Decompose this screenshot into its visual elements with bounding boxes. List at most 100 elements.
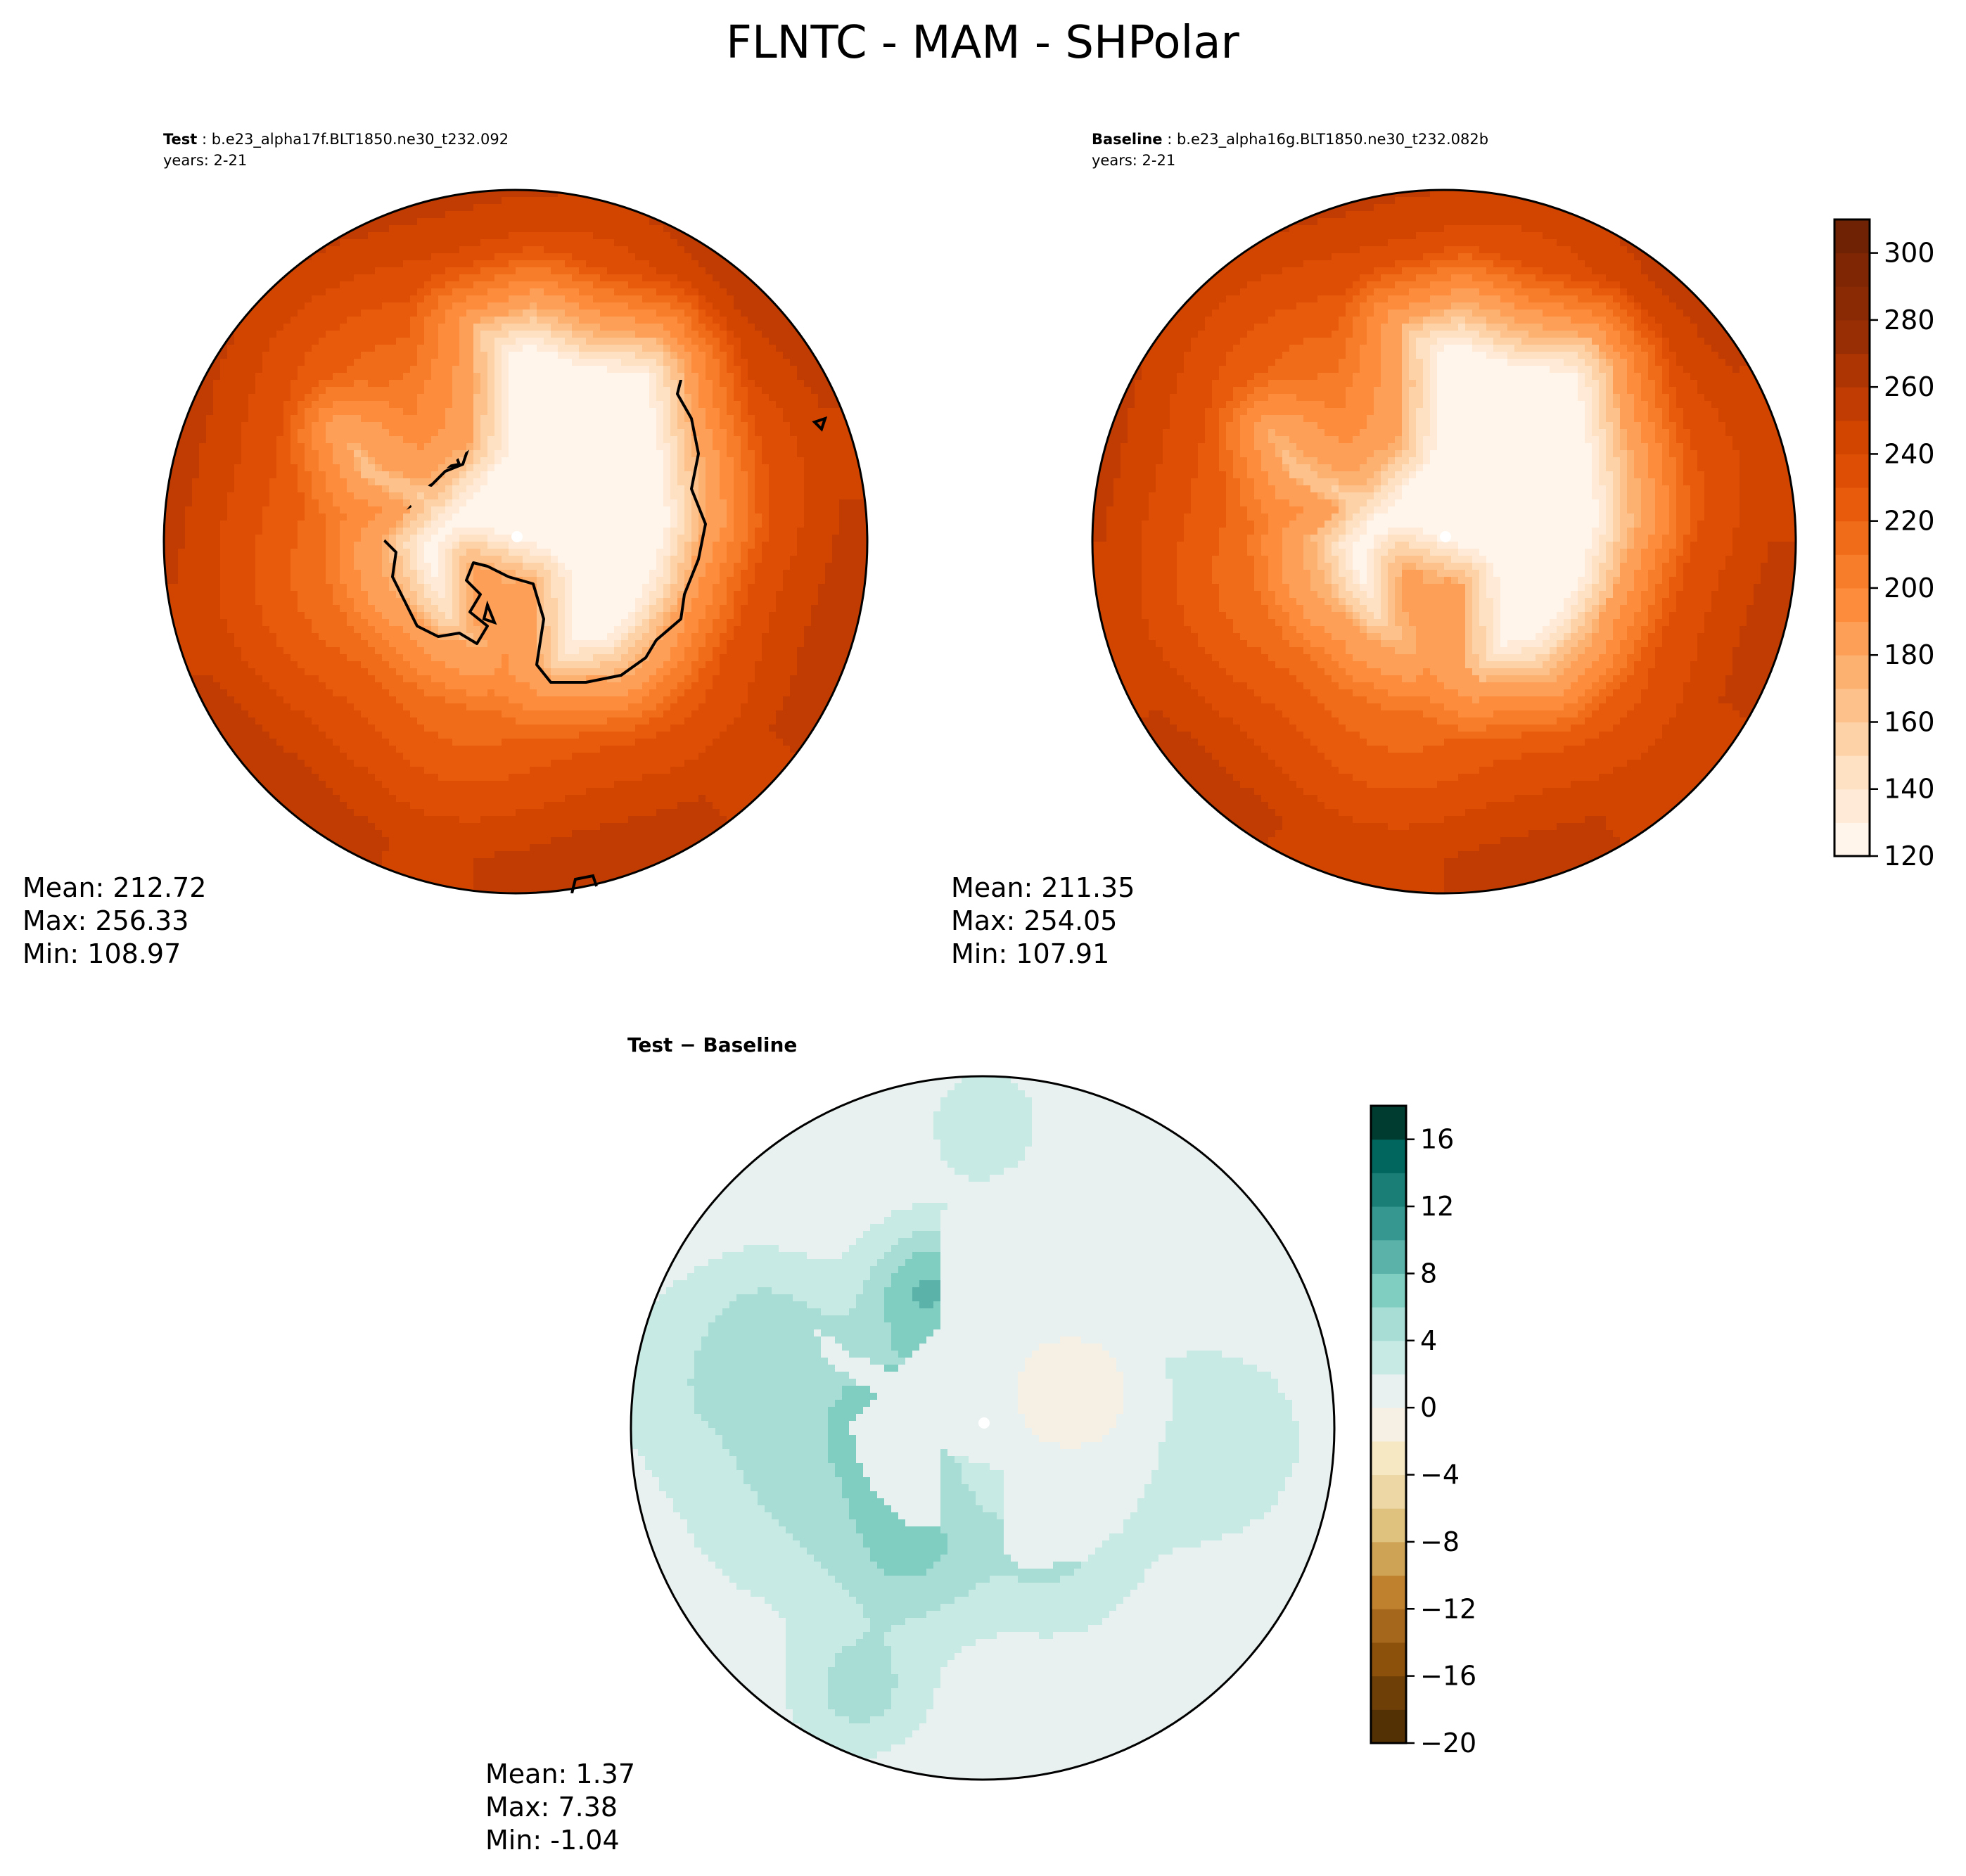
contour-cell (445, 331, 453, 338)
contour-cell (248, 366, 256, 374)
contour-cell (431, 225, 439, 233)
contour-cell (614, 239, 622, 247)
contour-cell (459, 485, 467, 493)
contour-cell (769, 345, 777, 352)
contour-cell (452, 549, 460, 556)
contour-cell (516, 457, 523, 465)
contour-cell (445, 542, 453, 549)
contour-cell (600, 359, 608, 366)
contour-cell (389, 535, 397, 542)
contour-cell (438, 211, 446, 219)
contour-cell (523, 506, 530, 514)
contour-cell (389, 380, 397, 388)
contour-cell (276, 598, 284, 606)
contour-cell (593, 246, 601, 254)
contour-cell (291, 584, 298, 592)
contour-cell (748, 598, 755, 606)
contour-cell (487, 450, 495, 458)
contour-cell (220, 429, 228, 437)
contour-cell (502, 457, 509, 465)
contour-cell (206, 450, 214, 458)
contour-cell (382, 450, 390, 458)
contour-cell (607, 246, 615, 254)
contour-cell (192, 598, 200, 606)
contour-cell (635, 373, 643, 381)
contour-cell (586, 436, 594, 444)
contour-cell (494, 295, 502, 303)
contour-cell (248, 485, 256, 493)
contour-cell (438, 436, 446, 444)
contour-cell (593, 563, 601, 570)
contour-cell (403, 464, 411, 472)
contour-cell (797, 464, 805, 472)
contour-cell (762, 570, 770, 578)
contour-cell (677, 535, 685, 542)
contour-cell (656, 394, 664, 402)
contour-cell (396, 464, 404, 472)
contour-cell (354, 577, 362, 585)
contour-cell (741, 408, 748, 416)
contour-cell (185, 464, 193, 472)
contour-cell (333, 324, 340, 331)
contour-cell (691, 478, 699, 486)
contour-cell (706, 338, 713, 345)
contour-cell (523, 471, 530, 479)
contour-cell (628, 317, 636, 324)
contour-cell (417, 317, 425, 324)
contour-cell (466, 267, 474, 275)
contour-cell (684, 366, 692, 374)
contour-cell (727, 492, 734, 500)
contour-cell (797, 380, 805, 388)
contour-cell (361, 394, 369, 402)
contour-cell (347, 450, 355, 458)
contour-cell (417, 394, 425, 402)
contour-cell (776, 450, 784, 458)
contour-cell (431, 352, 439, 359)
contour-cell (473, 288, 481, 296)
contour-cell (769, 415, 777, 423)
contour-cell (312, 295, 319, 303)
contour-cell (403, 605, 411, 613)
contour-cell (347, 246, 355, 254)
contour-cell (445, 310, 453, 317)
contour-cell (706, 528, 713, 535)
contour-cell (255, 415, 263, 423)
contour-cell (734, 598, 741, 606)
contour-cell (600, 246, 608, 254)
contour-cell (438, 563, 446, 570)
contour-cell (614, 542, 622, 549)
contour-cell (783, 324, 791, 331)
contour-cell (361, 373, 369, 381)
contour-cell (523, 324, 530, 331)
contour-cell (361, 499, 369, 507)
contour-cell (340, 246, 347, 254)
contour-cell (340, 422, 347, 430)
contour-cell (670, 260, 678, 268)
contour-cell (579, 373, 587, 381)
contour-cell (487, 394, 495, 402)
contour-cell (572, 422, 580, 430)
contour-cell (614, 246, 622, 254)
contour-cell (487, 288, 495, 296)
contour-cell (389, 450, 397, 458)
contour-cell (551, 408, 558, 416)
contour-cell (790, 513, 798, 521)
contour-cell (185, 415, 193, 423)
contour-cell (445, 478, 453, 486)
contour-cell (741, 295, 748, 303)
contour-cell (565, 359, 573, 366)
contour-cell (691, 253, 699, 261)
contour-cell (607, 591, 615, 599)
contour-cell (459, 324, 467, 331)
contour-cell (199, 521, 207, 528)
contour-cell (516, 408, 523, 416)
contour-cell (565, 218, 573, 226)
contour-cell (727, 436, 734, 444)
contour-cell (663, 232, 671, 240)
contour-cell (269, 373, 277, 381)
contour-cell (389, 408, 397, 416)
contour-cell (586, 563, 594, 570)
contour-cell (248, 450, 256, 458)
contour-cell (466, 204, 474, 212)
contour-cell (445, 556, 453, 563)
